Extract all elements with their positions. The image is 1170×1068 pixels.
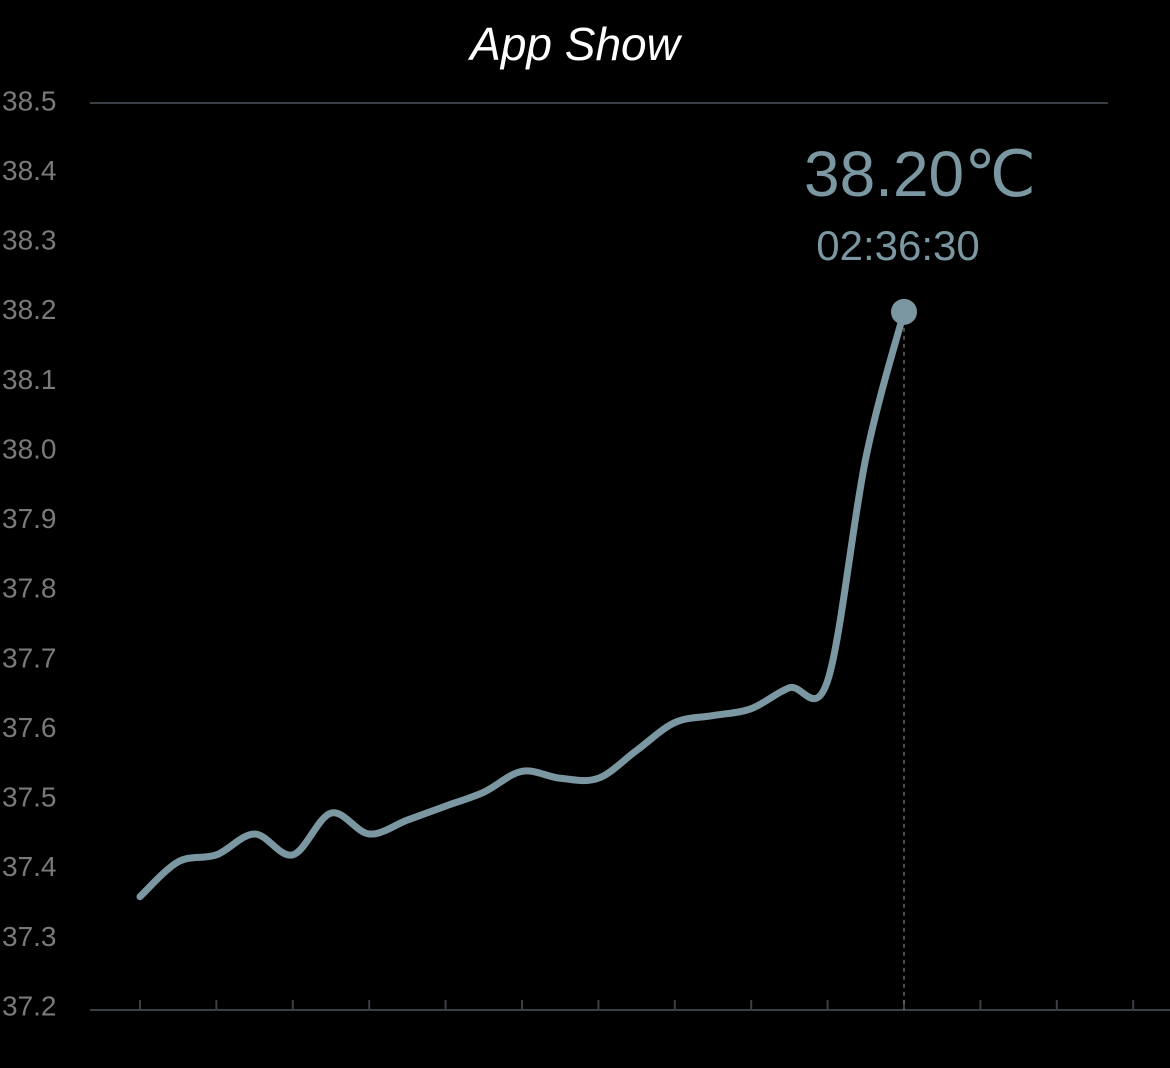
y-tick-label: 38.0 bbox=[2, 433, 57, 464]
y-tick-label: 37.8 bbox=[2, 573, 57, 604]
y-tick-label: 37.7 bbox=[2, 642, 57, 673]
y-tick-label: 37.3 bbox=[2, 921, 57, 952]
temperature-line bbox=[136, 308, 908, 901]
y-tick-label: 37.5 bbox=[2, 782, 57, 813]
y-tick-label: 38.2 bbox=[2, 294, 57, 325]
y-tick-label: 38.1 bbox=[2, 364, 57, 395]
y-tick-label: 38.4 bbox=[2, 155, 57, 186]
y-tick-label: 38.5 bbox=[2, 85, 57, 116]
time-label: 02:36:30 bbox=[816, 222, 980, 269]
y-tick-label: 37.2 bbox=[2, 990, 57, 1021]
y-tick-label: 37.6 bbox=[2, 712, 57, 743]
value-label: 38.20℃ bbox=[804, 138, 1036, 210]
y-tick-label: 37.4 bbox=[2, 851, 57, 882]
highlight-point bbox=[891, 298, 917, 325]
y-tick-label: 38.3 bbox=[2, 225, 57, 256]
y-tick-label: 37.9 bbox=[2, 503, 57, 534]
chart-title: App Show bbox=[467, 18, 682, 70]
